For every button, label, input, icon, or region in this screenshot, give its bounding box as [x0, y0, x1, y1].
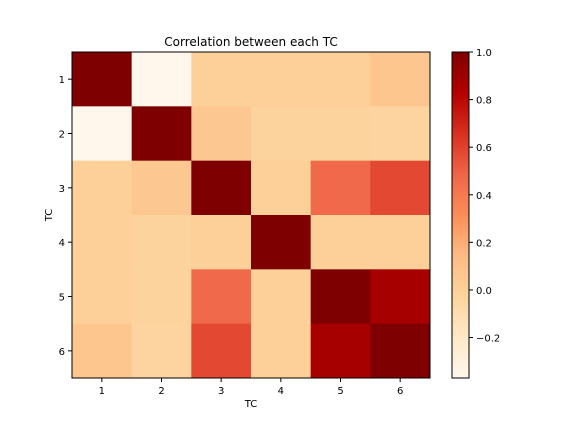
colorbar-tick-label: 0.6 — [476, 143, 492, 154]
heatmap-cell-r6-c3 — [191, 323, 252, 379]
colorbar-tick-label: −0.2 — [476, 334, 500, 345]
heatmap-cell-r2-c2 — [131, 106, 192, 162]
heatmap-cells — [72, 52, 431, 379]
y-axis-label: TC — [44, 209, 55, 223]
heatmap-cell-r1-c4 — [251, 52, 312, 107]
x-tick-label: 4 — [278, 386, 284, 397]
heatmap-cell-r6-c5 — [310, 323, 371, 379]
heatmap-cell-r3-c5 — [310, 160, 371, 216]
y-tick-label: 3 — [59, 184, 65, 195]
heatmap-cell-r5-c2 — [131, 269, 192, 325]
heatmap-cell-r5-c6 — [370, 269, 431, 325]
heatmap-cell-r1-c3 — [191, 52, 252, 107]
heatmap-cell-r2-c1 — [72, 106, 133, 162]
plot-frame — [71, 51, 431, 379]
y-tick-label: 1 — [59, 75, 65, 86]
y-tick-label: 6 — [59, 347, 65, 358]
colorbar-tick-label: 0.0 — [476, 286, 492, 297]
heatmap-cell-r3-c2 — [131, 160, 192, 216]
heatmap-cell-r6-c2 — [131, 323, 192, 379]
heatmap-cell-r5-c3 — [191, 269, 252, 325]
colorbar-tick-label: 0.8 — [476, 96, 492, 107]
x-axis-label: TC — [244, 399, 258, 410]
x-tick-label: 6 — [397, 386, 403, 397]
heatmap-cell-r5-c5 — [310, 269, 371, 325]
colorbar — [451, 51, 470, 379]
colorbar-tick-label: 0.4 — [476, 191, 492, 202]
heatmap-cell-r5-c4 — [251, 269, 312, 325]
heatmap-cell-r4-c2 — [131, 215, 192, 270]
heatmap-cell-r1-c1 — [72, 52, 133, 107]
heatmap-cell-r2-c3 — [191, 106, 252, 162]
heatmap-cell-r3-c1 — [72, 160, 133, 216]
y-tick-label: 4 — [59, 238, 65, 249]
heatmap-cell-r4-c6 — [370, 215, 431, 270]
heatmap-cell-r3-c4 — [251, 160, 312, 216]
heatmap-cell-r3-c6 — [370, 160, 431, 216]
heatmap-cell-r4-c1 — [72, 215, 133, 270]
heatmap-cell-r2-c4 — [251, 106, 312, 162]
heatmap-cell-r1-c2 — [131, 52, 192, 107]
x-tick-label: 3 — [218, 386, 224, 397]
y-tick-label: 2 — [59, 130, 65, 141]
heatmap-cell-r4-c3 — [191, 215, 252, 270]
chart-title: Correlation between each TC — [164, 35, 337, 49]
colorbar-tick-label: 0.2 — [476, 238, 492, 249]
x-tick-label: 1 — [99, 386, 105, 397]
heatmap-cell-r6-c1 — [72, 323, 133, 379]
heatmap-cell-r4-c5 — [310, 215, 371, 270]
heatmap-cell-r2-c5 — [310, 106, 371, 162]
heatmap-cell-r2-c6 — [370, 106, 431, 162]
x-axis: 1 2 3 4 5 6 — [99, 378, 403, 397]
y-axis: 1 2 3 4 5 6 — [59, 75, 72, 358]
heatmap-cell-r5-c1 — [72, 269, 133, 325]
colorbar-ticks: −0.2 0.0 0.2 0.4 0.6 0.8 1.0 — [469, 48, 500, 345]
x-tick-label: 2 — [158, 386, 164, 397]
colorbar-tick-label: 1.0 — [476, 48, 492, 59]
x-tick-label: 5 — [337, 386, 343, 397]
heatmap-cell-r4-c4 — [251, 215, 312, 270]
heatmap-cell-r3-c3 — [191, 160, 252, 216]
y-tick-label: 5 — [59, 293, 65, 304]
heatmap-cell-r1-c6 — [370, 52, 431, 107]
heatmap-cell-r6-c6 — [370, 323, 431, 379]
heatmap-cell-r6-c4 — [251, 323, 312, 379]
heatmap-cell-r1-c5 — [310, 52, 371, 107]
